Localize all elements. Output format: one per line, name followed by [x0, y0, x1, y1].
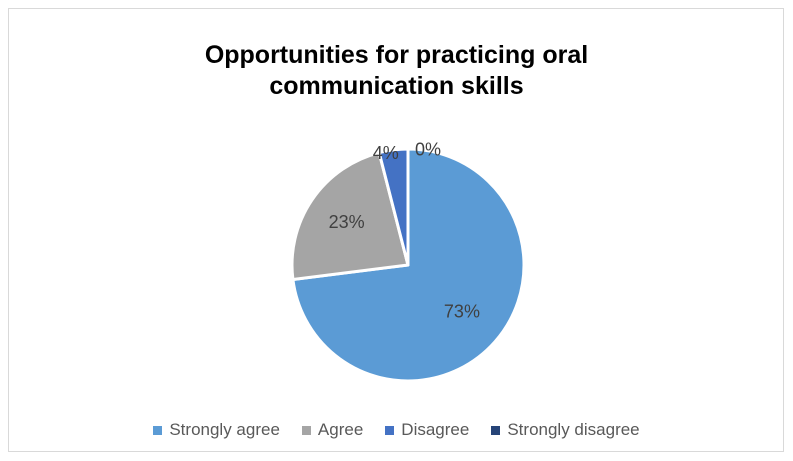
legend-swatch-agree — [301, 425, 311, 435]
legend-label-strongly-disagree: Strongly disagree — [507, 420, 640, 439]
legend-label-disagree: Disagree — [401, 420, 470, 439]
pie-slice-agree — [290, 151, 410, 282]
legend-label-strongly-agree: Strongly agree — [169, 420, 280, 439]
legend-item-disagree: Disagree — [385, 420, 469, 440]
legend-item-strongly-agree: Strongly agree — [153, 420, 280, 440]
legend-item-strongly-disagree: Strongly disagree — [491, 420, 640, 440]
data-label-strongly-disagree: 0% — [415, 139, 441, 159]
legend-swatch-strongly-disagree — [491, 425, 501, 435]
legend: Strongly agree Agree Disagree Strongly disa… — [0, 420, 793, 440]
legend-item-agree: Agree — [301, 420, 364, 440]
data-label-disagree: 4% — [373, 143, 399, 163]
legend-label-agree: Agree — [317, 420, 364, 439]
chart-title: Opportunities for practicing oral commun… — [204, 41, 589, 100]
legend-swatch-disagree — [385, 425, 395, 435]
data-label-agree: 23% — [329, 212, 365, 232]
data-label-strongly-agree: 73% — [444, 301, 480, 321]
pie-slice-disagree — [377, 147, 410, 267]
legend-swatch-strongly-agree — [153, 425, 163, 435]
